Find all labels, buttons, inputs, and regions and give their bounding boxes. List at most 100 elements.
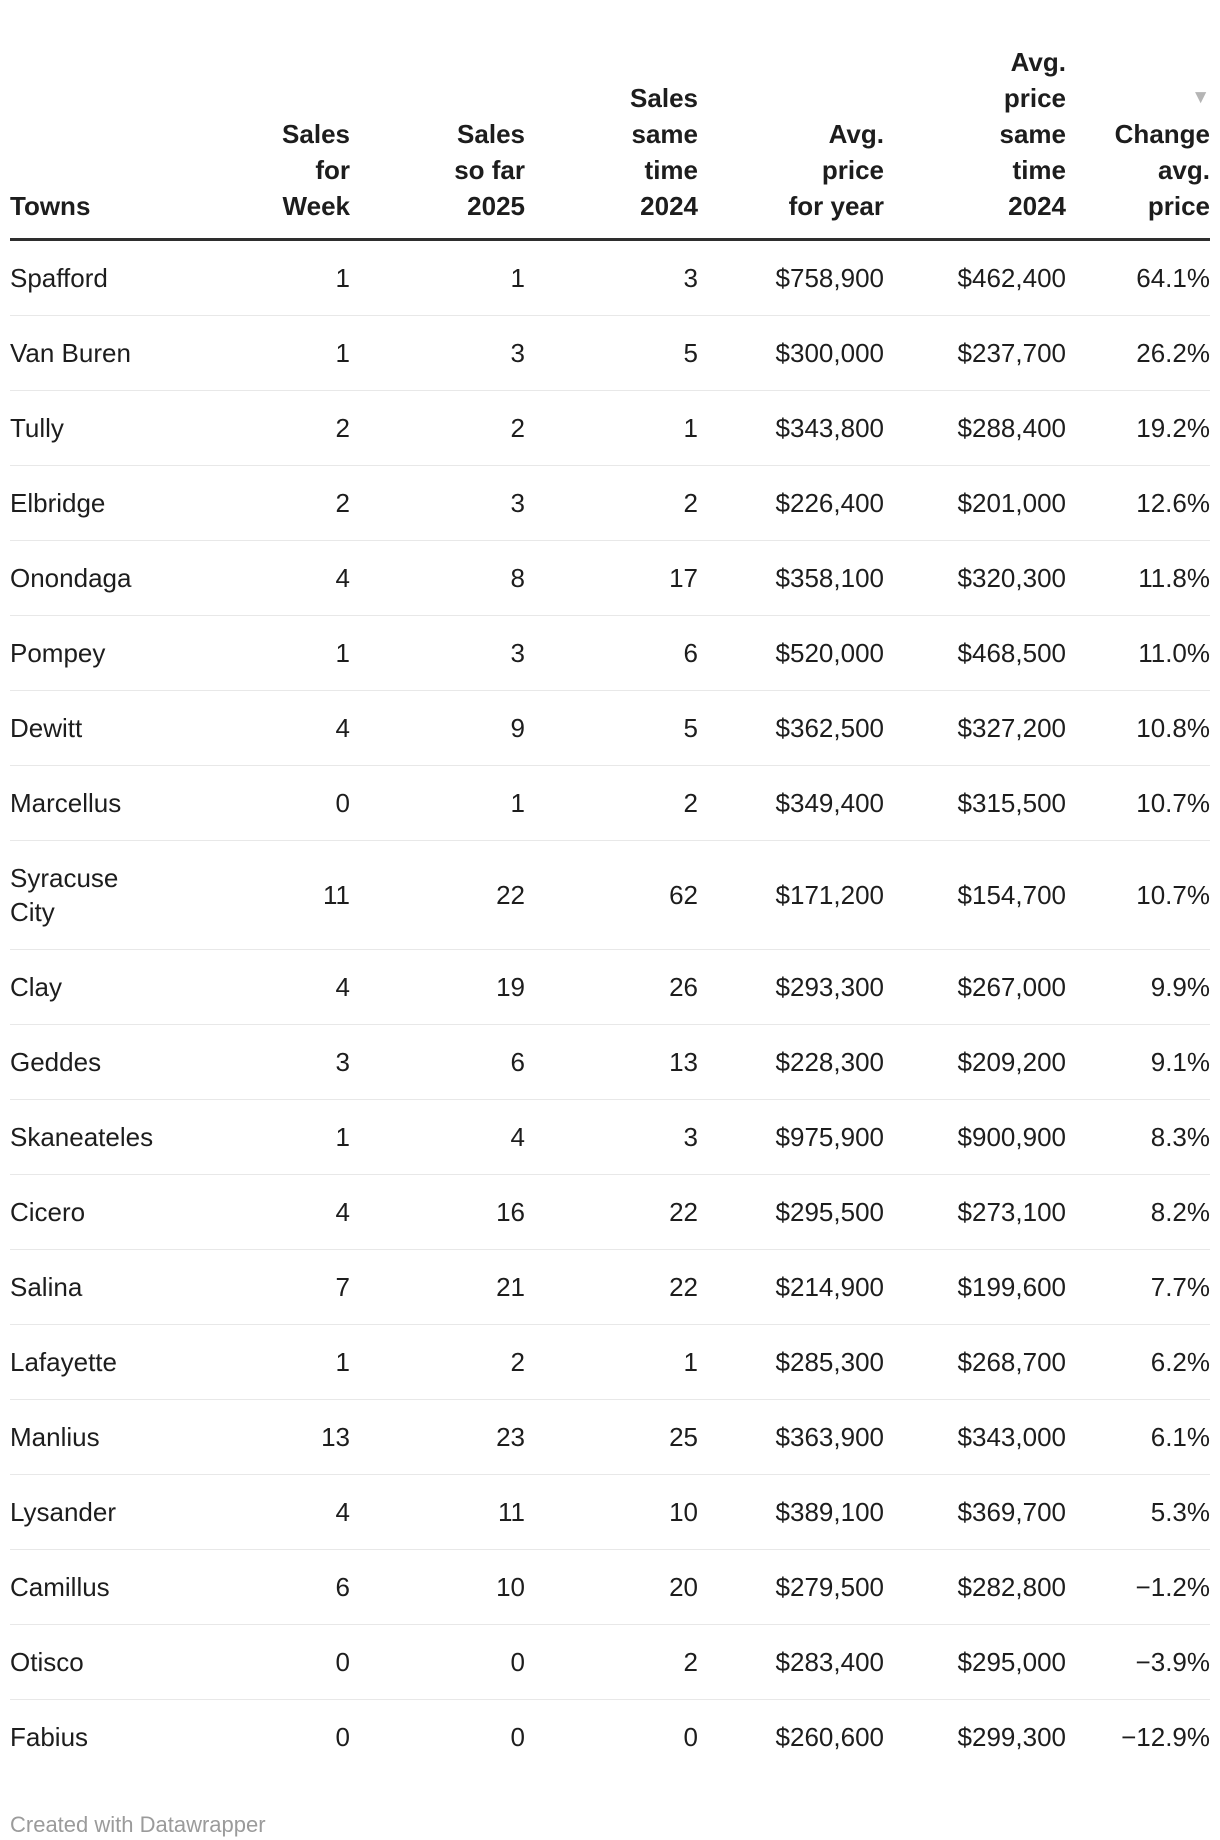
ytd2025-cell: 22 (350, 840, 525, 950)
avg2024-cell: $199,600 (884, 1249, 1066, 1325)
column-header-label: Change avg. price (1114, 119, 1210, 221)
column-header-sales-so-far-2025[interactable]: Sales so far 2025 (350, 44, 525, 241)
same2024-cell: 5 (525, 690, 698, 766)
town-cell: Pompey (10, 615, 160, 691)
change-cell: 11.8% (1066, 540, 1210, 616)
same2024-cell: 1 (525, 390, 698, 466)
column-header-sales-for-week[interactable]: Sales for Week (160, 44, 350, 241)
town-cell: Salina (10, 1249, 160, 1325)
avgprice-cell: $279,500 (698, 1549, 884, 1625)
column-header-label: Towns (10, 191, 91, 221)
avg2024-cell: $282,800 (884, 1549, 1066, 1625)
ytd2025-cell: 3 (350, 465, 525, 541)
same2024-cell: 25 (525, 1399, 698, 1475)
avgprice-cell: $358,100 (698, 540, 884, 616)
week-cell: 1 (160, 615, 350, 691)
avg2024-cell: $900,900 (884, 1099, 1066, 1175)
week-cell: 1 (160, 1099, 350, 1175)
avgprice-cell: $520,000 (698, 615, 884, 691)
column-header-change-avg-price[interactable]: ▼ Change avg. price (1066, 44, 1210, 241)
week-cell: 4 (160, 1174, 350, 1250)
town-cell: Dewitt (10, 690, 160, 766)
ytd2025-cell: 21 (350, 1249, 525, 1325)
same2024-cell: 62 (525, 840, 698, 950)
ytd2025-cell: 0 (350, 1624, 525, 1700)
same2024-cell: 2 (525, 765, 698, 841)
column-header-sales-same-time-2024[interactable]: Sales same time 2024 (525, 44, 698, 241)
change-cell: 5.3% (1066, 1474, 1210, 1550)
avgprice-cell: $758,900 (775, 263, 884, 293)
week-cell: 13 (160, 1399, 350, 1475)
avg2024-cell: $462,400 (957, 263, 1066, 293)
town-cell: Clay (10, 949, 160, 1025)
change-cell: 8.2% (1066, 1174, 1210, 1250)
town-cell: Lafayette (10, 1324, 160, 1400)
town-cell: Camillus (10, 1549, 160, 1625)
town-cell: Fabius (10, 1699, 160, 1774)
avg2024-cell: $320,300 (884, 540, 1066, 616)
attribution: Created with Datawrapper (10, 1810, 1210, 1840)
same2024-cell: 2 (525, 465, 698, 541)
change-cell: 9.9% (1066, 949, 1210, 1025)
avgprice-cell: $285,300 (698, 1324, 884, 1400)
column-header-avg-price-for-year[interactable]: Avg. price for year (698, 44, 884, 241)
town-cell: Spafford (10, 263, 108, 293)
change-cell: 64.1% (1136, 263, 1210, 293)
column-header-towns[interactable]: Towns (10, 44, 160, 241)
avg2024-cell: $288,400 (884, 390, 1066, 466)
table-row: Lysander 4 11 10 $389,100 $369,700 5.3% (10, 1474, 1210, 1550)
sort-descending-icon: ▼ (1191, 87, 1210, 108)
avgprice-cell: $293,300 (698, 949, 884, 1025)
week-cell: 0 (160, 1624, 350, 1700)
table-row: Lafayette 1 2 1 $285,300 $268,700 6.2% (10, 1324, 1210, 1400)
ytd2025-cell: 3 (350, 315, 525, 391)
avgprice-cell: $349,400 (698, 765, 884, 841)
column-header-avg-price-same-time-2024[interactable]: Avg. price same time 2024 (884, 44, 1066, 241)
town-cell: Elbridge (10, 465, 160, 541)
avg2024-cell: $267,000 (884, 949, 1066, 1025)
change-cell: −3.9% (1066, 1624, 1210, 1700)
change-cell: 8.3% (1066, 1099, 1210, 1175)
table-row: Dewitt 4 9 5 $362,500 $327,200 10.8% (10, 690, 1210, 766)
avg2024-cell: $468,500 (884, 615, 1066, 691)
table-row: Fabius 0 0 0 $260,600 $299,300 −12.9% (10, 1699, 1210, 1774)
ytd2025-cell: 0 (350, 1699, 525, 1774)
avgprice-cell: $975,900 (698, 1099, 884, 1175)
table-header: Towns Sales for Week Sales so far 2025 S… (10, 44, 1210, 241)
same2024-cell: 20 (525, 1549, 698, 1625)
datawrapper-credit-link[interactable]: Created with Datawrapper (10, 1812, 266, 1837)
avgprice-cell: $295,500 (698, 1174, 884, 1250)
same2024-cell: 22 (525, 1174, 698, 1250)
avgprice-cell: $214,900 (698, 1249, 884, 1325)
avgprice-cell: $171,200 (698, 840, 884, 950)
table-row: Elbridge 2 3 2 $226,400 $201,000 12.6% (10, 465, 1210, 541)
avg2024-cell: $209,200 (884, 1024, 1066, 1100)
same2024-cell: 6 (525, 615, 698, 691)
week-cell: 1 (160, 1324, 350, 1400)
table-row: Camillus 6 10 20 $279,500 $282,800 −1.2% (10, 1549, 1210, 1625)
avg2024-cell: $369,700 (884, 1474, 1066, 1550)
same2024-cell: 22 (525, 1249, 698, 1325)
town-cell: Otisco (10, 1624, 160, 1700)
ytd2025-cell: 4 (350, 1099, 525, 1175)
week-cell: 4 (160, 949, 350, 1025)
avg2024-cell: $327,200 (884, 690, 1066, 766)
avg2024-cell: $237,700 (884, 315, 1066, 391)
ytd2025-cell: 9 (350, 690, 525, 766)
week-cell: 1 (335, 263, 350, 293)
change-cell: 10.7% (1066, 840, 1210, 950)
table-row: Clay 4 19 26 $293,300 $267,000 9.9% (10, 949, 1210, 1025)
ytd2025-cell: 3 (350, 615, 525, 691)
ytd2025-cell: 2 (350, 390, 525, 466)
week-cell: 6 (160, 1549, 350, 1625)
same2024-cell: 13 (525, 1024, 698, 1100)
avgprice-cell: $362,500 (698, 690, 884, 766)
week-cell: 7 (160, 1249, 350, 1325)
change-cell: −12.9% (1066, 1699, 1210, 1774)
week-cell: 11 (160, 840, 350, 950)
week-cell: 4 (160, 690, 350, 766)
town-cell: Lysander (10, 1474, 160, 1550)
table-row: Geddes 3 6 13 $228,300 $209,200 9.1% (10, 1024, 1210, 1100)
table-row: Skaneateles 1 4 3 $975,900 $900,900 8.3% (10, 1099, 1210, 1175)
avg2024-cell: $154,700 (884, 840, 1066, 950)
